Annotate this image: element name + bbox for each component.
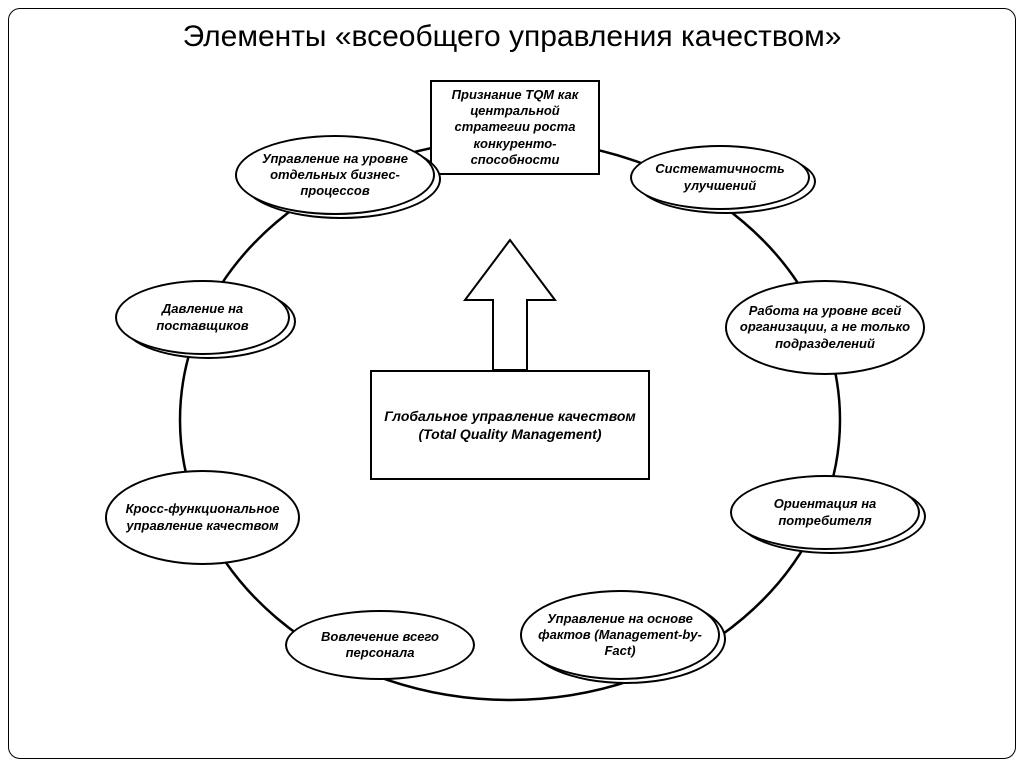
page-title: Элементы «всеобщего управления качеством… [0, 20, 1024, 54]
tqm-diagram: Признание TQM как центральной стратегии … [60, 80, 960, 740]
top-box-tqm-recognition: Признание TQM как центральной стратегии … [430, 80, 600, 175]
node-n1: Управление на уровне отдельных бизнес-пр… [235, 135, 435, 215]
node-n5: Кросс-функциональное управление качество… [105, 470, 300, 565]
center-box-global-quality: Глобальное управление качеством(Total Qu… [370, 370, 650, 480]
node-n6: Ориентация на потребителя [730, 475, 920, 550]
node-n4: Работа на уровне всей организации, а не … [725, 280, 925, 375]
node-n8: Управление на основе фактов (Management-… [520, 590, 720, 680]
node-n7: Вовлечение всего персонала [285, 610, 475, 680]
node-n3: Давление на поставщиков [115, 280, 290, 355]
node-n2: Систематичность улучшений [630, 145, 810, 210]
